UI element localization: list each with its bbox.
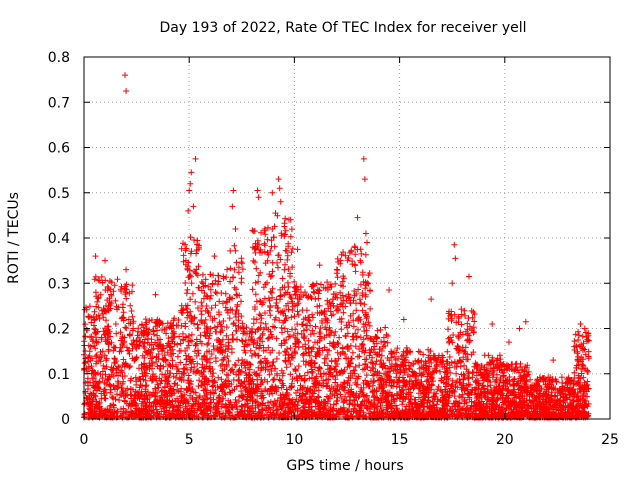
data-point: [277, 198, 284, 205]
data-point: [192, 155, 199, 162]
data-point: [363, 239, 370, 246]
data-point: [224, 266, 231, 273]
data-point: [187, 180, 194, 187]
grid-lines: [84, 57, 610, 419]
data-point: [185, 207, 192, 214]
x-tick-labels: 0 5 10 15 20 25: [80, 432, 619, 448]
data-point: [232, 225, 239, 232]
data-point: [255, 194, 262, 201]
data-point: [254, 187, 261, 194]
y-tick-label: 0.1: [48, 367, 70, 383]
axis-ticks: [83, 56, 611, 420]
x-tick-label: 5: [185, 432, 194, 448]
data-point: [261, 225, 268, 232]
data-point: [152, 291, 159, 298]
chart-title: Day 193 of 2022, Rate Of TEC Index for r…: [159, 20, 526, 36]
data-point: [272, 210, 279, 217]
data-point: [362, 230, 369, 237]
y-tick-labels: 0 0.1 0.2 0.3 0.4 0.5 0.6 0.7 0.8: [48, 50, 70, 428]
data-point: [428, 296, 435, 303]
data-point: [451, 241, 458, 248]
data-point: [211, 253, 218, 260]
data-point: [466, 273, 473, 280]
data-point: [123, 87, 130, 94]
data-point: [581, 325, 588, 332]
y-tick-label: 0.4: [48, 231, 70, 247]
x-tick-label: 20: [496, 432, 514, 448]
data-point: [452, 255, 459, 262]
x-tick-label: 0: [80, 432, 89, 448]
data-point: [522, 318, 529, 325]
data-point: [294, 246, 301, 253]
x-tick-label: 10: [285, 432, 303, 448]
data-point: [229, 203, 236, 210]
data-points: [81, 72, 592, 421]
data-point: [122, 72, 129, 79]
data-point: [577, 320, 584, 327]
data-point: [337, 257, 344, 264]
data-point: [571, 343, 578, 350]
data-point: [188, 169, 195, 176]
y-tick-label: 0.6: [48, 141, 70, 157]
data-point: [230, 187, 237, 194]
data-point: [276, 185, 283, 192]
data-point: [361, 176, 368, 183]
y-tick-label: 0: [61, 412, 70, 428]
y-tick-label: 0.7: [48, 95, 70, 111]
data-point: [516, 325, 523, 332]
x-tick-label: 25: [601, 432, 619, 448]
data-point: [489, 320, 496, 327]
data-point: [449, 280, 456, 287]
data-point-cloud: [81, 212, 592, 421]
data-point: [386, 287, 393, 294]
data-point: [269, 189, 276, 196]
data-point: [506, 339, 513, 346]
y-tick-label: 0.2: [48, 322, 70, 338]
y-tick-label: 0.8: [48, 50, 70, 66]
x-tick-label: 15: [391, 432, 409, 448]
y-tick-label: 0.5: [48, 186, 70, 202]
data-point: [275, 176, 282, 183]
data-point: [550, 357, 557, 364]
x-axis-label: GPS time / hours: [286, 458, 403, 474]
data-point: [186, 187, 193, 194]
data-point: [348, 248, 355, 255]
data-point: [92, 253, 99, 260]
y-tick-label: 0.3: [48, 276, 70, 292]
data-point: [190, 203, 197, 210]
data-point: [360, 155, 367, 162]
data-point: [316, 262, 323, 269]
data-point: [354, 214, 361, 221]
y-axis-label: ROTI / TECUs: [6, 192, 22, 284]
data-point: [102, 257, 109, 264]
data-point: [123, 266, 130, 273]
data-point: [400, 316, 407, 323]
